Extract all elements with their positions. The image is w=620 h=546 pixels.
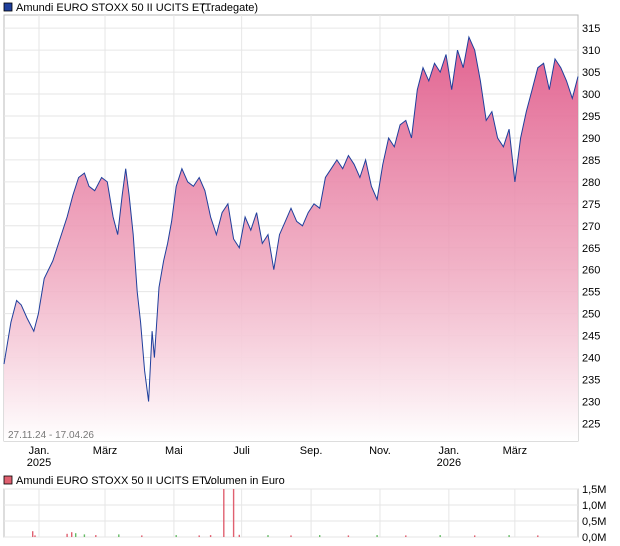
price-y-tick-label: 250 [582, 309, 600, 321]
legend-top-swatch [3, 2, 13, 12]
price-y-tick-label: 235 [582, 375, 600, 387]
volume-y-axis: 0,0M 0,5M 1,0M 1,5M [582, 484, 606, 544]
volume-bar [376, 535, 378, 537]
price-x-tick-year: 2025 [27, 457, 51, 469]
volume-bar [209, 535, 212, 537]
volume-bar [118, 534, 120, 537]
price-y-tick-label: 240 [582, 353, 600, 365]
price-y-tick-label: 285 [582, 155, 600, 167]
volume-bar [95, 535, 97, 537]
volume-y-tick-label: 1,5M [582, 484, 606, 496]
volume-bar [198, 535, 200, 537]
price-y-tick-label: 260 [582, 265, 600, 277]
price-y-axis: 225 230 235 240 245 250 255 260 265 270 275 280 285 2… [582, 23, 600, 430]
volume-bar [439, 535, 441, 537]
volume-bar [508, 535, 510, 537]
price-x-tick-label: Jan. [29, 445, 50, 457]
volume-bar [71, 532, 73, 537]
price-y-tick-label: 245 [582, 331, 600, 343]
volume-bar [347, 535, 350, 537]
price-y-tick-label: 270 [582, 221, 600, 233]
price-y-tick-label: 290 [582, 133, 600, 145]
volume-plot-frame [3, 488, 579, 538]
volume-bar [232, 489, 235, 537]
price-area-fill [4, 37, 578, 441]
price-y-tick-label: 315 [582, 23, 600, 35]
volume-bar [537, 535, 539, 537]
volume-bar [75, 533, 77, 537]
volume-bar [32, 531, 34, 537]
price-x-tick-label: Juli [233, 445, 250, 457]
price-y-tick-label: 280 [582, 177, 600, 189]
volume-y-tick-label: 0,0M [582, 532, 606, 544]
volume-bar [238, 534, 240, 537]
price-y-tick-label: 230 [582, 396, 600, 408]
volume-panel: 0,0M 0,5M 1,0M 1,5M [3, 484, 606, 544]
price-panel: 27.11.24 - 17.04.26 225 230 235 240 245 250 25… [3, 14, 600, 469]
date-range-label: 27.11.24 - 17.04.26 [8, 430, 94, 441]
volume-y-tick-label: 1,0M [582, 500, 606, 512]
volume-bar [83, 534, 86, 537]
volume-bar [405, 535, 407, 537]
price-y-tick-label: 305 [582, 67, 600, 79]
volume-bar [267, 535, 269, 537]
price-y-tick-label: 310 [582, 45, 600, 57]
price-y-tick-label: 225 [582, 418, 600, 430]
price-x-tick-label: Mai [165, 445, 183, 457]
price-y-tick-label: 295 [582, 111, 600, 123]
legend-bottom-swatch [3, 475, 13, 485]
price-x-tick-label: Jan. [438, 445, 459, 457]
volume-bars [32, 489, 539, 537]
legend-bottom-instrument: Amundi EURO STOXX 50 II UCITS ET... [16, 475, 214, 487]
price-x-tick-label: März [93, 445, 117, 457]
price-x-tick-label: Sep. [300, 445, 323, 457]
price-y-tick-label: 300 [582, 89, 600, 101]
price-x-tick-label: März [503, 445, 527, 457]
price-y-tick-label: 275 [582, 199, 600, 211]
legend-bottom: Amundi EURO STOXX 50 II UCITS ET... Volu… [3, 475, 285, 487]
volume-bar [175, 535, 177, 537]
legend-top-exchange: (Tradegate) [201, 2, 258, 14]
volume-bar [34, 535, 36, 537]
price-y-tick-label: 255 [582, 287, 600, 299]
volume-grid [4, 488, 578, 538]
price-x-tick-year: 2026 [437, 457, 461, 469]
price-x-tick-label: Nov. [369, 445, 391, 457]
volume-bar [290, 535, 292, 537]
volume-bar [474, 535, 476, 537]
legend-top: Amundi EURO STOXX 50 II UCITS ET... (Tra… [3, 2, 258, 14]
price-series-line [3, 35, 579, 402]
volume-bar [66, 533, 68, 537]
legend-top-instrument: Amundi EURO STOXX 50 II UCITS ET... [16, 2, 214, 14]
volume-y-tick-label: 0,5M [582, 516, 606, 528]
price-y-tick-label: 265 [582, 243, 600, 255]
legend-bottom-unit: Volumen in Euro [204, 475, 285, 487]
volume-bar [223, 489, 225, 537]
volume-bar [319, 535, 321, 537]
volume-bar [141, 535, 143, 537]
